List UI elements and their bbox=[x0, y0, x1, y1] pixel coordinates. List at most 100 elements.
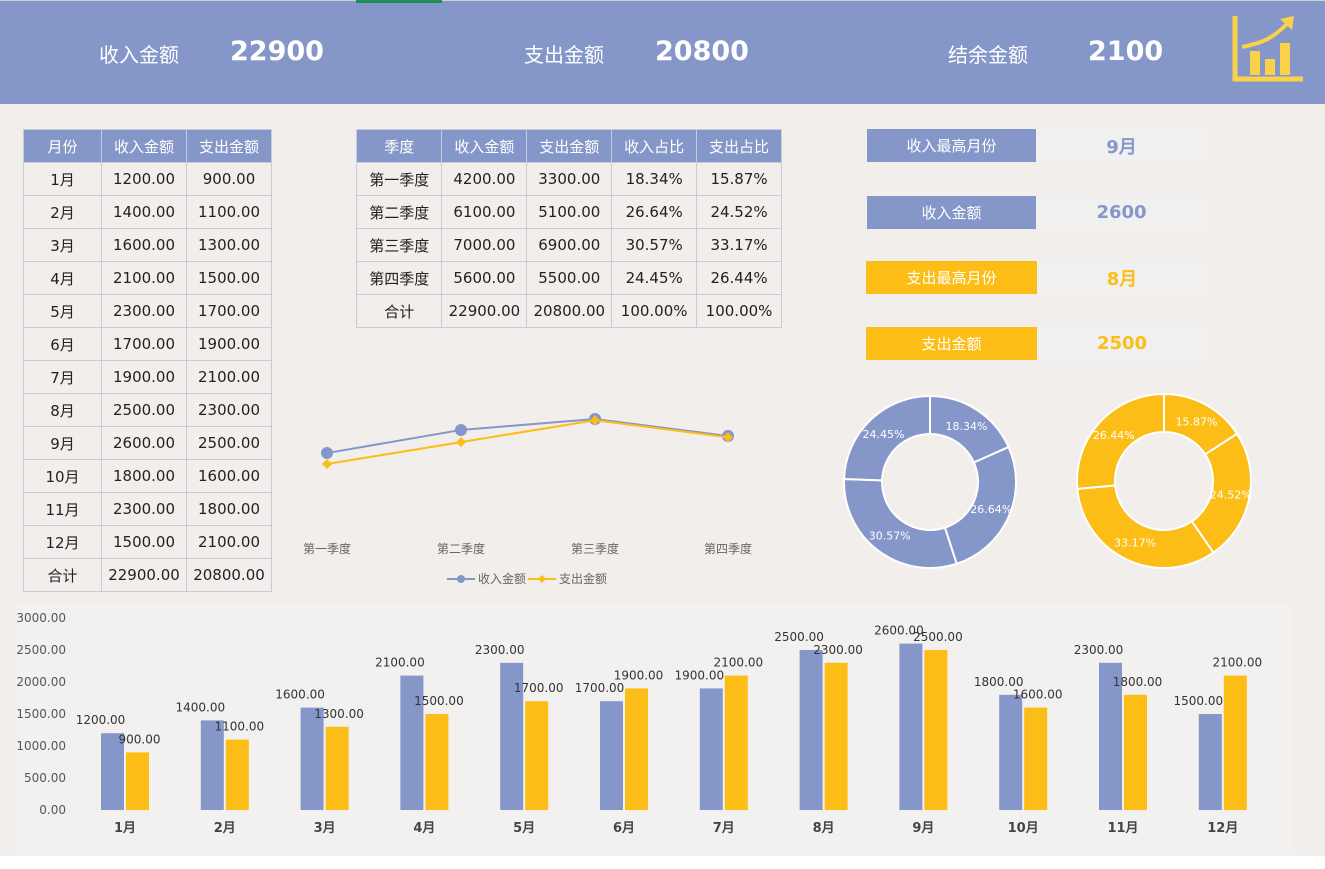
line-point-expense bbox=[322, 459, 332, 469]
bar-data-label: 2500.00 bbox=[774, 630, 824, 644]
table-cell: 8月 bbox=[23, 393, 102, 427]
bar-data-label: 900.00 bbox=[119, 732, 161, 746]
table-cell: 20800.00 bbox=[526, 294, 613, 328]
quarter-table-row: 第二季度 6100.00 5100.00 26.64% 24.52% bbox=[355, 195, 782, 229]
quarter-table-row: 合计 22900.00 20800.00 100.00% 100.00% bbox=[355, 294, 782, 328]
kpi-balance-label: 结余金额 bbox=[948, 42, 1028, 67]
bar-income bbox=[1198, 714, 1222, 810]
bar-x-tick-label: 8月 bbox=[813, 821, 835, 836]
bar-expense bbox=[625, 688, 648, 810]
col-header-expense-share: 支出占比 bbox=[696, 129, 782, 163]
line-x-tick-label: 第四季度 bbox=[704, 541, 752, 556]
table-cell: 1600.00 bbox=[101, 228, 187, 262]
donut-slice bbox=[1076, 484, 1215, 569]
bar-data-label: 1700.00 bbox=[575, 681, 625, 695]
line-point-income bbox=[321, 447, 333, 460]
table-cell: 第一季度 bbox=[355, 162, 443, 196]
donut-slice-label: 24.52% bbox=[1210, 488, 1252, 501]
stat-expense-amount-value: 2500 bbox=[1037, 327, 1207, 360]
table-cell: 10月 bbox=[23, 459, 102, 493]
table-cell: 22900.00 bbox=[441, 294, 528, 328]
bar-data-label: 1900.00 bbox=[674, 668, 724, 682]
bar-income bbox=[999, 694, 1023, 810]
table-cell: 1900.00 bbox=[186, 327, 272, 361]
table-cell: 2100.00 bbox=[186, 525, 272, 559]
stat-income-peak-month-label: 收入最高月份 bbox=[867, 129, 1036, 162]
table-cell: 15.87% bbox=[696, 162, 782, 196]
col-header-income: 收入金额 bbox=[101, 129, 187, 163]
bar-y-tick-label: 1000.00 bbox=[16, 739, 66, 753]
table-cell: 1500.00 bbox=[186, 261, 272, 295]
donut-slice-label: 15.87% bbox=[1176, 415, 1218, 428]
line-x-tick-label: 第三季度 bbox=[571, 541, 619, 556]
table-cell: 900.00 bbox=[186, 162, 272, 196]
monthly-table-row: 9月 2600.00 2500.00 bbox=[23, 426, 272, 460]
bar-income bbox=[500, 662, 524, 810]
bar-income bbox=[300, 707, 324, 810]
donut-slice-label: 26.44% bbox=[1093, 429, 1135, 442]
table-cell: 7月 bbox=[23, 360, 102, 394]
table-cell: 100.00% bbox=[611, 294, 698, 328]
bar-x-tick-label: 6月 bbox=[613, 821, 635, 836]
bar-expense bbox=[824, 662, 848, 810]
legend-label-income: 收入金额 bbox=[478, 571, 526, 586]
bar-y-tick-label: 1500.00 bbox=[16, 707, 66, 721]
monthly-table-row: 3月 1600.00 1300.00 bbox=[23, 228, 272, 262]
monthly-table-header: 月份 收入金额 支出金额 bbox=[23, 129, 272, 163]
bar-x-tick-label: 11月 bbox=[1107, 821, 1138, 836]
table-cell: 5100.00 bbox=[526, 195, 613, 229]
table-cell: 第二季度 bbox=[355, 195, 443, 229]
monthly-table-row: 4月 2100.00 1500.00 bbox=[23, 261, 272, 295]
table-cell: 24.52% bbox=[696, 195, 782, 229]
active-tab-marker bbox=[356, 0, 442, 3]
bar-data-label: 1700.00 bbox=[514, 681, 564, 695]
table-cell: 1800.00 bbox=[101, 459, 187, 493]
line-series-expense bbox=[326, 419, 729, 465]
legend-label-expense: 支出金额 bbox=[559, 571, 607, 586]
monthly-table-row: 2月 1400.00 1100.00 bbox=[23, 195, 272, 229]
table-cell: 第四季度 bbox=[355, 261, 443, 295]
table-cell: 合计 bbox=[23, 558, 102, 592]
bar-income bbox=[1099, 662, 1122, 810]
bar-expense bbox=[525, 701, 549, 810]
bar-y-tick-label: 500.00 bbox=[24, 771, 66, 785]
col-header-income-share: 收入占比 bbox=[611, 129, 698, 163]
table-cell: 6900.00 bbox=[526, 228, 613, 262]
bar-data-label: 1800.00 bbox=[1113, 675, 1163, 689]
table-cell: 5600.00 bbox=[441, 261, 528, 295]
monthly-bar-chart: 0.00 500.00 1000.00 1500.00 2000.00 2500.00 30… bbox=[16, 611, 1262, 836]
quarter-table: 季度 收入金额 支出金额 收入占比 支出占比 第一季度 4200.00 3300.0… bbox=[355, 129, 782, 328]
monthly-bar-panel bbox=[14, 604, 1292, 854]
bar-expense bbox=[924, 650, 948, 810]
bar-x-tick-label: 4月 bbox=[413, 821, 435, 836]
donut-slice bbox=[843, 477, 958, 569]
line-x-tick-label: 第二季度 bbox=[437, 541, 485, 556]
bar-income bbox=[699, 688, 723, 810]
bar-data-label: 1600.00 bbox=[275, 688, 325, 702]
table-cell: 7000.00 bbox=[441, 228, 528, 262]
bar-x-tick-label: 12月 bbox=[1207, 821, 1238, 836]
table-cell: 2300.00 bbox=[101, 492, 187, 526]
bar-data-label: 1900.00 bbox=[614, 668, 664, 682]
bar-expense bbox=[1024, 707, 1048, 810]
table-cell: 1900.00 bbox=[101, 360, 187, 394]
monthly-table-row: 6月 1700.00 1900.00 bbox=[23, 327, 272, 361]
table-cell: 12月 bbox=[23, 525, 102, 559]
kpi-expense: 支出金额 20800 bbox=[524, 31, 749, 75]
bar-y-tick-label: 0.00 bbox=[39, 803, 66, 817]
table-cell: 100.00% bbox=[696, 294, 782, 328]
quarter-table-row: 第三季度 7000.00 6900.00 30.57% 33.17% bbox=[355, 228, 782, 262]
bar-data-label: 2300.00 bbox=[1074, 643, 1124, 657]
bar-data-label: 1200.00 bbox=[76, 713, 126, 727]
table-cell: 20800.00 bbox=[186, 558, 272, 592]
bar-expense bbox=[225, 739, 249, 810]
col-header-expense: 支出金额 bbox=[186, 129, 272, 163]
quarter-table-row: 第一季度 4200.00 3300.00 18.34% 15.87% bbox=[355, 162, 782, 196]
table-cell: 2100.00 bbox=[101, 261, 187, 295]
income-share-donut-chart: 18.34% 26.64% 30.57% 24.45% bbox=[843, 394, 1017, 569]
table-cell: 3300.00 bbox=[526, 162, 613, 196]
stat-income-peak-month-value: 9月 bbox=[1036, 129, 1207, 162]
table-cell: 26.44% bbox=[696, 261, 782, 295]
table-cell: 26.64% bbox=[611, 195, 698, 229]
monthly-table-row: 8月 2500.00 2300.00 bbox=[23, 393, 272, 427]
